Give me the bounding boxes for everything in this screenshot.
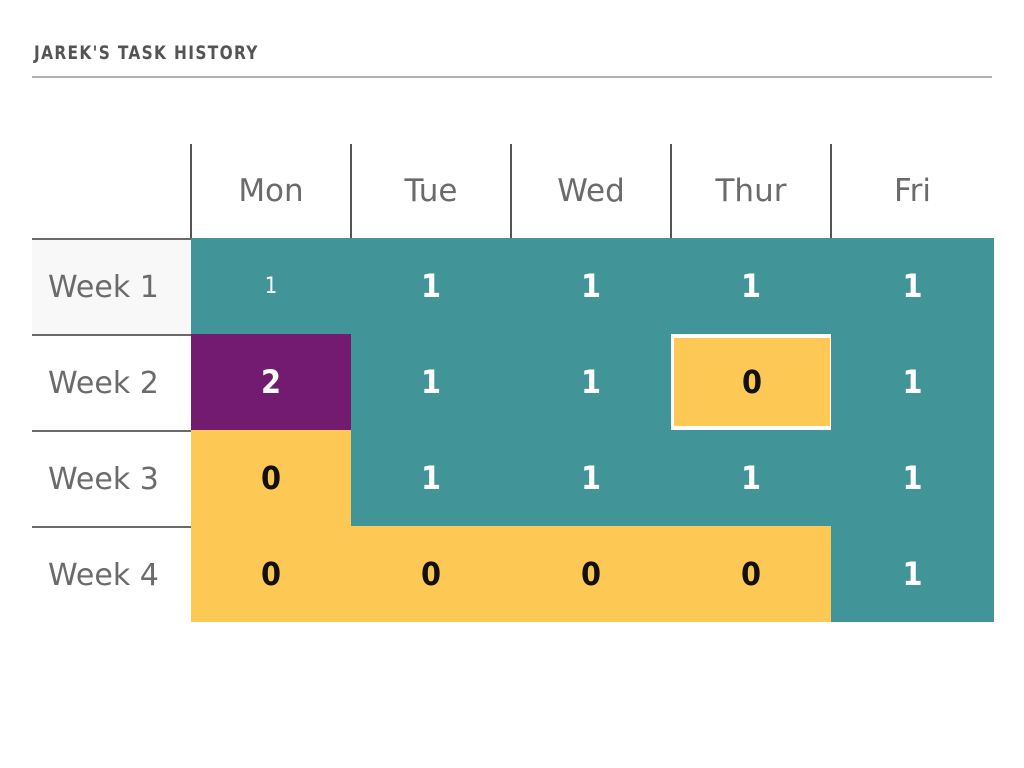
heatmap-cell: 1 (351, 334, 511, 430)
heatmap-cell: 1 (511, 430, 671, 526)
heatmap-cell: 1 (831, 430, 994, 526)
column-divider (190, 144, 192, 238)
heatmap-cell: 1 (831, 334, 994, 430)
heatmap-cell: 1 (831, 238, 994, 334)
heatmap-cell: 0 (191, 430, 351, 526)
heatmap-cell: 0 (351, 526, 511, 622)
heatmap-cell: 0 (674, 338, 830, 426)
heatmap-cell: 1 (831, 526, 994, 622)
row-header-week-2: Week 2 (32, 334, 191, 430)
column-header-tue: Tue (404, 173, 458, 209)
heatmap-cell: 1 (191, 238, 351, 334)
column-divider (830, 144, 832, 238)
heatmap-cell: 1 (671, 238, 831, 334)
column-header-wed: Wed (557, 173, 625, 209)
heatmap-cell: 0 (671, 526, 831, 622)
page-title: JAREK'S TASK HISTORY (34, 42, 259, 64)
row-header-week-3: Week 3 (32, 430, 191, 526)
heatmap-cell: 1 (351, 238, 511, 334)
row-header-week-1: Week 1 (32, 238, 191, 334)
heatmap-cell: 1 (671, 430, 831, 526)
row-header-week-4: Week 4 (32, 526, 191, 622)
column-header-thur: Thur (715, 173, 787, 209)
column-header-fri: Fri (894, 173, 931, 209)
column-divider (670, 144, 672, 238)
heatmap-cell: 0 (191, 526, 351, 622)
column-header-mon: Mon (238, 173, 304, 209)
title-divider (32, 76, 992, 78)
heatmap-cell: 1 (351, 430, 511, 526)
heatmap-cell: 1 (511, 334, 671, 430)
heatmap-cell: 2 (191, 334, 351, 430)
column-divider (350, 144, 352, 238)
column-divider (510, 144, 512, 238)
heatmap-cell: 0 (511, 526, 671, 622)
heatmap-cell: 1 (511, 238, 671, 334)
